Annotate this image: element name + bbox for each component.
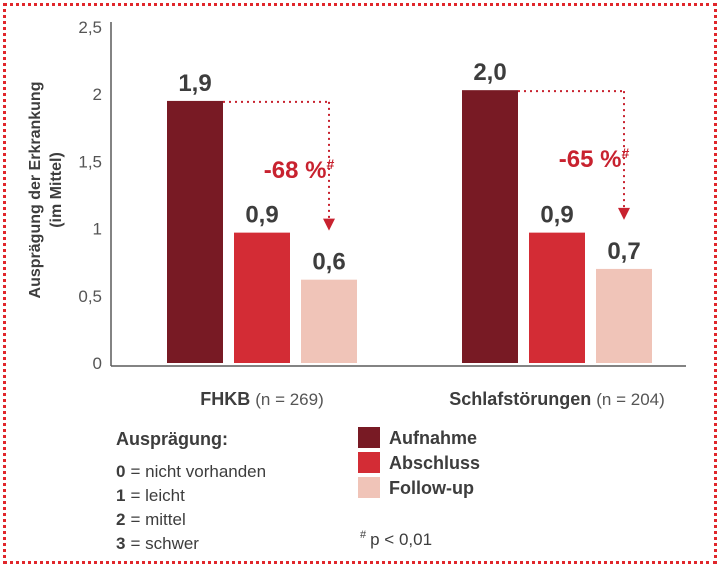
scale-legend-title: Ausprägung: bbox=[116, 429, 228, 449]
group-label-schlafstoerungen: Schlafstörungen (n = 204) bbox=[449, 389, 665, 409]
scale-legend-item: 3 = schwer bbox=[116, 534, 199, 553]
bar bbox=[167, 100, 223, 364]
scale-legend-item: 2 = mittel bbox=[116, 510, 186, 529]
bar bbox=[529, 232, 585, 363]
bar bbox=[462, 90, 518, 363]
y-axis-title: Ausprägung der Erkrankung bbox=[27, 82, 44, 299]
scale-legend-item: 1 = leicht bbox=[116, 486, 185, 505]
bar-value-label: 1,9 bbox=[178, 70, 211, 97]
bar-value-label: 0,6 bbox=[312, 249, 345, 276]
group-label-fhkb: FHKB (n = 269) bbox=[200, 389, 324, 409]
legend-swatch bbox=[358, 452, 380, 473]
legend-label: Follow-up bbox=[389, 478, 474, 498]
change-arrowhead bbox=[323, 218, 335, 231]
legend-swatch bbox=[358, 427, 380, 448]
bar-value-label: 0,7 bbox=[607, 238, 640, 265]
y-tick-label: 0 bbox=[93, 354, 102, 373]
y-tick-label: 2,5 bbox=[78, 18, 102, 37]
y-axis-subtitle: (im Mittel) bbox=[48, 152, 65, 228]
legend-label: Abschluss bbox=[389, 453, 480, 473]
bar-value-label: 0,9 bbox=[540, 202, 573, 229]
scale-legend-item: 0 = nicht vorhanden bbox=[116, 462, 266, 481]
bar-value-label: 0,9 bbox=[245, 202, 278, 229]
y-tick-label: 0,5 bbox=[78, 287, 102, 306]
footnote: # p < 0,01 bbox=[360, 529, 432, 549]
bar bbox=[234, 232, 290, 363]
bars: 1,9 0,9 0,6 2,0 0,9 0,7 bbox=[167, 59, 652, 364]
y-tick-label: 2 bbox=[93, 85, 102, 104]
change-arrowhead bbox=[618, 207, 630, 220]
legend-swatch bbox=[358, 477, 380, 498]
change-label: -68 %# bbox=[264, 156, 335, 184]
bar-value-label: 2,0 bbox=[473, 59, 506, 86]
change-annotations: -68 %# -65 %# bbox=[223, 90, 630, 231]
series-legend: Aufnahme Abschluss Follow-up bbox=[358, 427, 480, 498]
change-label: -65 %# bbox=[559, 145, 630, 173]
y-tick-labels: 0 0,5 1 1,5 2 2,5 bbox=[78, 18, 102, 373]
bar bbox=[596, 268, 652, 363]
y-tick-label: 1,5 bbox=[78, 152, 102, 171]
y-tick-label: 1 bbox=[93, 220, 102, 239]
bar bbox=[301, 279, 357, 363]
legend-label: Aufnahme bbox=[389, 428, 477, 448]
